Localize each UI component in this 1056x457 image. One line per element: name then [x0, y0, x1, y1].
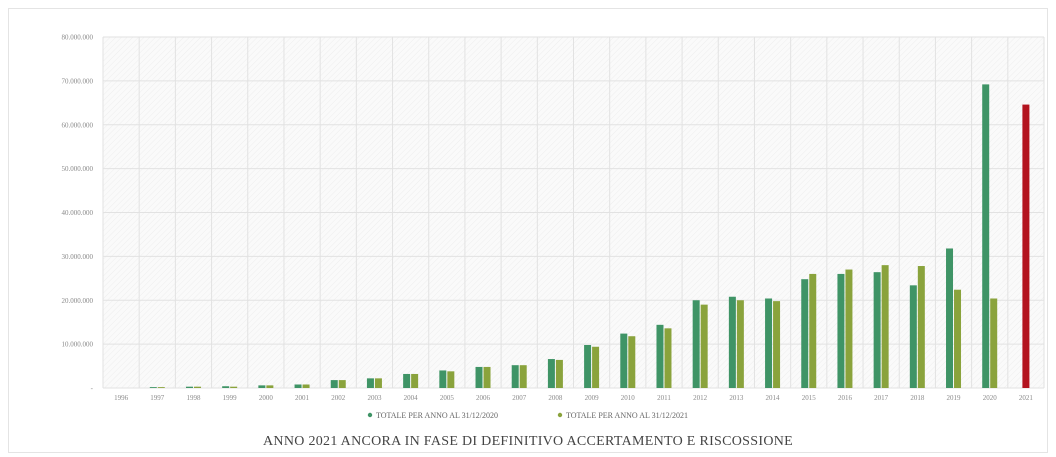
y-axis-ticks: - 10.000.000 20.000.000 30.000.000 40.000.00…: [62, 34, 94, 393]
bar-series-2: [193, 386, 201, 388]
bar-series-1: [728, 296, 736, 388]
bar-series-1: [837, 273, 845, 388]
bar-series-2: [917, 266, 925, 388]
bar-series-2: [483, 366, 491, 388]
bar-series-1: [982, 84, 990, 388]
bar-highlight-2021: [1022, 104, 1030, 388]
x-tick-label: 2012: [693, 394, 708, 402]
x-tick-label: 2016: [838, 394, 853, 402]
x-tick-label: 2001: [295, 394, 310, 402]
y-tick-label: 20.000.000: [62, 297, 94, 305]
bar-series-2: [266, 385, 274, 388]
bar-series-2: [374, 378, 382, 388]
x-tick-label: 2008: [548, 394, 563, 402]
bar-series-1: [946, 248, 954, 388]
y-tick-label: 10.000.000: [62, 341, 94, 349]
x-tick-label: 1996: [114, 394, 129, 402]
bar-series-1: [258, 385, 266, 388]
y-tick-label: 40.000.000: [62, 209, 94, 217]
bar-series-1: [547, 359, 555, 388]
x-axis-ticks: 1996 1997 1998 1999 2000 2001 2002 2003 2004 2005…: [114, 394, 1033, 402]
bar-series-1: [439, 370, 447, 388]
x-tick-label: 2013: [729, 394, 744, 402]
x-tick-label: 2005: [440, 394, 455, 402]
bar-series-2: [990, 298, 998, 388]
bar-series-1: [656, 324, 664, 388]
bar-series-2: [664, 328, 672, 388]
bar-series-2: [700, 304, 708, 388]
bar-series-2: [592, 346, 600, 388]
legend-marker: [367, 412, 373, 418]
x-tick-label: 1997: [150, 394, 165, 402]
y-tick-label: 50.000.000: [62, 165, 94, 173]
bar-series-1: [330, 380, 338, 388]
bar-series-2: [230, 386, 238, 388]
x-tick-label: 2014: [766, 394, 781, 402]
bar-series-1: [222, 386, 230, 388]
bar-series-2: [519, 365, 527, 388]
x-tick-label: 1999: [223, 394, 238, 402]
bar-series-2: [628, 336, 636, 388]
bar-series-1: [765, 298, 773, 388]
bar-series-1: [366, 378, 374, 388]
y-tick-label: 80.000.000: [62, 34, 94, 42]
x-tick-label: 2002: [331, 394, 346, 402]
bar-series-2: [736, 300, 744, 388]
x-tick-label: 2018: [910, 394, 925, 402]
legend-marker: [557, 412, 563, 418]
bar-series-1: [475, 366, 483, 388]
x-tick-label: 2019: [947, 394, 962, 402]
y-tick-label: 70.000.000: [62, 77, 94, 85]
x-tick-label: 1998: [186, 394, 201, 402]
bar-series-2: [845, 269, 853, 388]
bar-series-2: [447, 371, 455, 388]
bar-series-2: [881, 265, 889, 388]
x-tick-label: 2000: [259, 394, 274, 402]
x-tick-label: 2021: [1019, 394, 1034, 402]
bar-series-1: [584, 345, 592, 388]
bar-series-2: [773, 301, 781, 388]
x-tick-label: 2015: [802, 394, 817, 402]
bar-series-1: [294, 384, 302, 388]
x-tick-label: 2011: [657, 394, 671, 402]
bars: [149, 84, 1030, 388]
bar-series-1: [873, 272, 881, 388]
bar-series-2: [157, 387, 165, 388]
x-tick-label: 2017: [874, 394, 889, 402]
x-tick-label: 2009: [585, 394, 600, 402]
bar-series-2: [338, 380, 346, 388]
bar-series-1: [909, 285, 917, 388]
bar-series-2: [555, 359, 563, 388]
x-tick-label: 2007: [512, 394, 527, 402]
bar-series-2: [954, 289, 962, 388]
x-tick-label: 2003: [367, 394, 382, 402]
x-tick-label: 2004: [404, 394, 419, 402]
bar-series-1: [403, 373, 411, 388]
bar-series-1: [801, 279, 809, 388]
legend: TOTALE PER ANNO AL 31/12/2020 TOTALE PER …: [367, 411, 688, 420]
x-tick-label: 2006: [476, 394, 491, 402]
legend-label: TOTALE PER ANNO AL 31/12/2021: [566, 411, 688, 420]
bar-series-1: [620, 333, 628, 388]
legend-label: TOTALE PER ANNO AL 31/12/2020: [376, 411, 498, 420]
bar-series-2: [302, 384, 310, 388]
y-tick-label: 60.000.000: [62, 121, 94, 129]
bar-series-1: [149, 387, 157, 388]
x-tick-label: 2010: [621, 394, 636, 402]
bar-series-1: [511, 365, 519, 388]
y-tick-label: 30.000.000: [62, 253, 94, 261]
bar-series-1: [692, 300, 700, 388]
x-tick-label: 2020: [983, 394, 998, 402]
bar-series-2: [809, 273, 817, 388]
chart-caption: ANNO 2021 ANCORA IN FASE DI DEFINITIVO A…: [263, 434, 793, 449]
bar-series-1: [185, 386, 193, 388]
bar-series-2: [411, 373, 419, 388]
y-tick-label: -: [91, 385, 94, 393]
